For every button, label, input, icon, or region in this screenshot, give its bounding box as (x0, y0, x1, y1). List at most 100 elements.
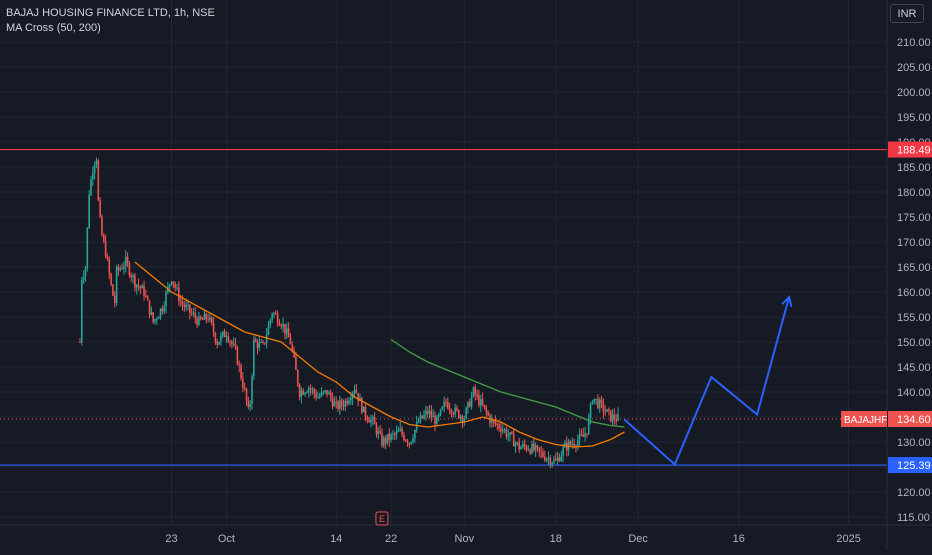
candle-body (615, 419, 617, 421)
resistance-price-tag (888, 141, 932, 158)
candle-body (113, 295, 116, 303)
candle-body (304, 392, 306, 395)
candle-body (196, 318, 198, 325)
candle-body (203, 313, 206, 320)
symbol-title[interactable]: BAJAJ HOUSING FINANCE LTD, 1h, NSE (6, 7, 215, 19)
candle-body (150, 312, 153, 315)
candle-body (81, 279, 83, 343)
candle-body (174, 284, 176, 288)
candle-body (377, 431, 380, 435)
price-tick-label: 155.00 (897, 312, 931, 324)
candle-body (437, 414, 440, 417)
candle-body (545, 458, 548, 461)
time-scale[interactable]: 23 Oct 14 22 Nov 18 Dec 16 2025 (165, 533, 860, 545)
candle-body (501, 430, 504, 432)
candle-body (106, 256, 109, 260)
candle-body (549, 457, 552, 465)
candle-body (328, 392, 330, 395)
candle-body (99, 200, 101, 217)
candle-body (225, 336, 228, 338)
symbol-tag-text: BAJAJHFL (844, 415, 893, 426)
horizontal-lines[interactable] (0, 148, 887, 466)
last-price-tag (888, 411, 932, 427)
candle-body (591, 401, 594, 404)
candle-body (318, 396, 321, 398)
candle-body (505, 429, 508, 437)
candle-body (322, 391, 325, 393)
candle-body (587, 418, 590, 434)
candle-body (604, 411, 607, 413)
candle-body (331, 398, 334, 407)
candle-body (93, 164, 96, 173)
indicator-title[interactable]: MA Cross (50, 200) (6, 22, 101, 34)
candle-body (540, 451, 542, 453)
candle-body (403, 434, 405, 440)
candle-body (152, 312, 154, 323)
price-tick-label: 185.00 (897, 162, 931, 174)
candle-body (326, 390, 328, 395)
candle-body (366, 417, 369, 421)
event-markers[interactable]: E (375, 511, 389, 526)
candle-body (476, 394, 478, 396)
candle-body (617, 413, 619, 421)
time-tick-label: Dec (628, 533, 648, 545)
candle-body (569, 441, 572, 445)
price-tick-label: 170.00 (897, 237, 931, 249)
candle-body (434, 415, 436, 425)
candle-body (593, 398, 596, 402)
candle-body (529, 449, 531, 454)
candle-body (454, 407, 456, 415)
candle-body (522, 444, 524, 448)
candle-body (271, 314, 273, 320)
candle-body (320, 391, 323, 397)
candle-body (379, 431, 381, 433)
candle-body (324, 390, 327, 392)
candle-body (490, 419, 493, 423)
candle-body (551, 462, 553, 465)
price-tick-label: 200.00 (897, 87, 931, 99)
projection-drawing[interactable] (623, 294, 793, 467)
candle-body (148, 300, 151, 315)
candle-body (463, 418, 466, 422)
candle-body (511, 432, 513, 434)
candle-body (609, 410, 612, 422)
candle-body (317, 397, 319, 399)
candle-body (240, 365, 242, 379)
candle-body (430, 411, 433, 418)
candle-body (525, 446, 528, 450)
candle-body (339, 400, 341, 409)
candle-body (306, 392, 308, 394)
candle-body (337, 401, 339, 409)
candle-body (236, 347, 239, 365)
candle-body (242, 378, 244, 388)
earnings-marker-label: E (379, 514, 385, 524)
candle-body (205, 313, 208, 320)
candle-body (296, 370, 299, 385)
candle-body (161, 308, 164, 312)
candle-body (478, 395, 480, 406)
candle-body (253, 339, 255, 377)
price-tick-label: 165.00 (897, 262, 931, 274)
candle-body (494, 420, 497, 424)
candle-body (216, 341, 219, 345)
candle-body (126, 256, 129, 264)
candle-body (108, 259, 111, 274)
earnings-marker[interactable] (375, 511, 389, 526)
candle-body (458, 410, 460, 419)
candle-body (608, 409, 610, 411)
candle-body (201, 319, 204, 321)
projection-path[interactable] (623, 296, 791, 467)
candle-body (139, 286, 142, 289)
candle-body (523, 444, 526, 447)
candle-body (481, 399, 484, 406)
candle-body (254, 339, 257, 342)
candle-body (342, 404, 345, 407)
candle-body (344, 401, 347, 407)
candle-body (243, 387, 246, 389)
last-price-text: 134.60 (897, 414, 931, 426)
currency-button[interactable]: INR (890, 4, 924, 23)
candle-body (580, 434, 583, 436)
support-price-text: 125.39 (897, 460, 931, 472)
